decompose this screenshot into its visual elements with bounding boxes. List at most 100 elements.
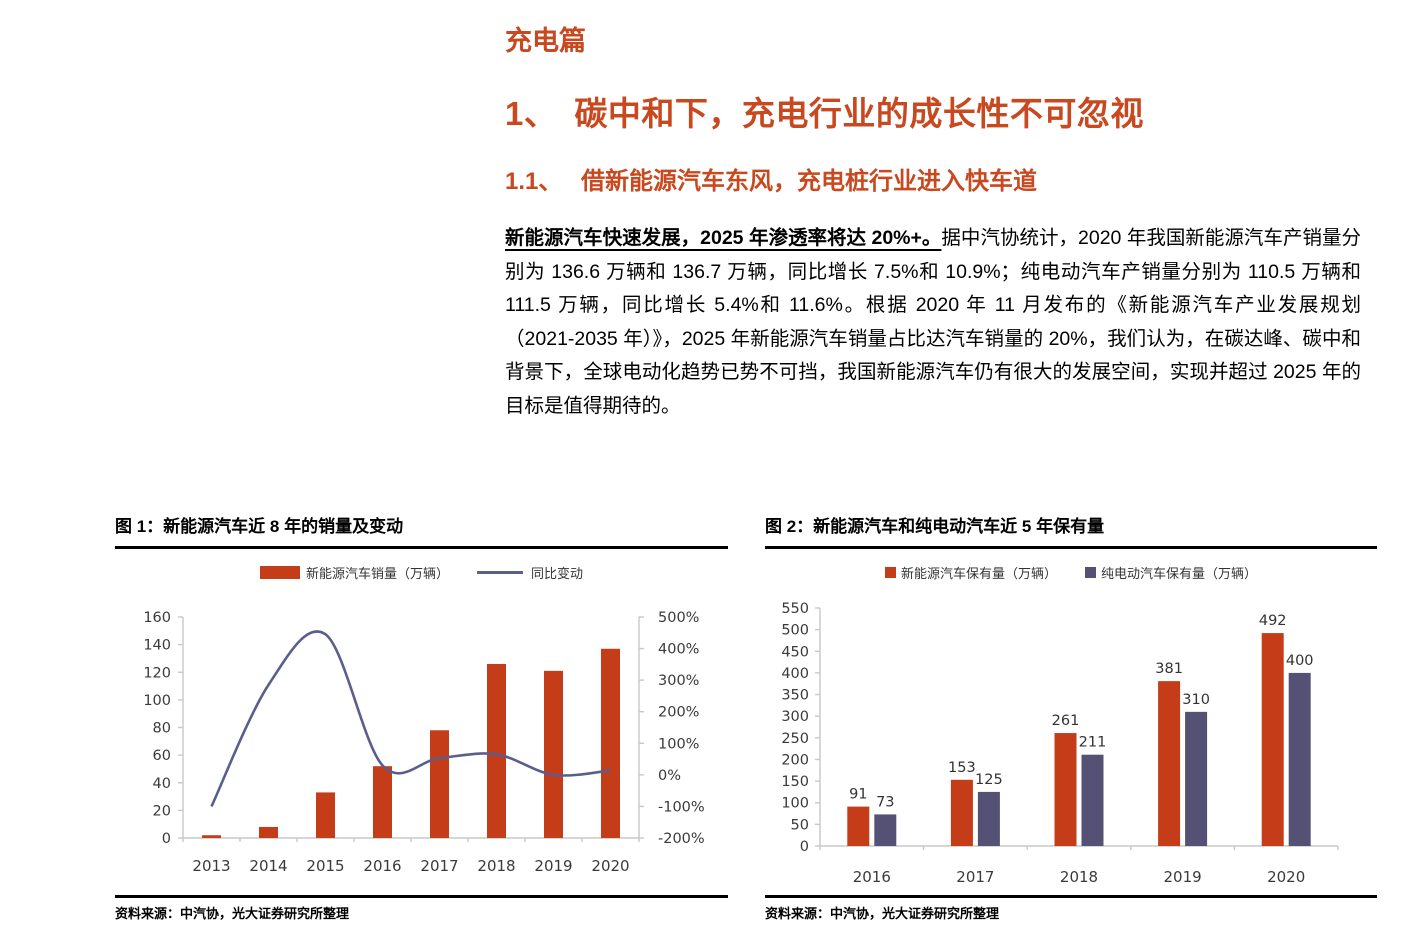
bar-value-label: 73 (876, 794, 894, 810)
y-tick-label-right: 300% (658, 673, 699, 689)
bar-nev-stock (847, 806, 870, 846)
y-tick-label-left: 160 (143, 610, 171, 626)
x-category-label: 2017 (956, 868, 994, 886)
y-tick-label-left: 120 (143, 665, 171, 681)
y-tick-label: 200 (781, 752, 809, 768)
paragraph-lead: 新能源汽车快速发展，2025 年渗透率将达 20%+。 (505, 227, 942, 249)
bar-nev-stock (1261, 633, 1284, 846)
x-category-label: 2017 (420, 857, 458, 875)
y-tick-label-right: -200% (658, 831, 705, 847)
y-tick-label-left: 40 (153, 776, 171, 792)
line-series-label: 同比变动 (531, 565, 584, 581)
yoy-line (210, 630, 611, 807)
y-tick-label: 150 (781, 774, 809, 790)
x-category-label: 2013 (192, 857, 230, 875)
y-tick-label-left: 20 (153, 803, 171, 819)
nev-stock-swatch (884, 566, 896, 578)
bev-stock-label: 纯电动汽车保有量（万辆） (1101, 565, 1258, 581)
bar-nev-stock (1158, 681, 1181, 846)
figure-1: 图 1：新能源汽车近 8 年的销量及变动 新能源汽车销量（万辆） 同比变动 0 2… (115, 516, 728, 922)
nev-stock-label: 新能源汽车保有量（万辆） (900, 565, 1057, 581)
y-tick-label-left: 100 (143, 693, 171, 709)
y-tick-label-right: 500% (658, 610, 699, 626)
x-category-label: 2020 (591, 857, 629, 875)
bar-value-label: 310 (1182, 692, 1210, 708)
legend-item-bev-stock: 纯电动汽车保有量（万辆） (1085, 563, 1257, 582)
x-category-label: 2018 (477, 857, 515, 875)
bar-value-label: 261 (1052, 713, 1080, 729)
y-tick-label: 50 (791, 817, 809, 833)
x-category-label: 2018 (1060, 868, 1098, 886)
y-tick-label-right: 0% (658, 768, 681, 784)
y-tick-label: 550 (781, 601, 809, 617)
bar-value-label: 492 (1259, 613, 1287, 629)
bar-nev-sales (430, 730, 449, 838)
bar-bev-stock (1185, 711, 1208, 846)
bar-nev-sales (544, 670, 563, 838)
legend-item-line-series: 同比变动 (477, 563, 583, 582)
bar-nev-sales (259, 826, 278, 838)
y-tick-label: 400 (781, 666, 809, 682)
y-tick-label-right: 100% (658, 736, 699, 752)
y-tick-label: 100 (781, 796, 809, 812)
bar-bev-stock (1288, 672, 1311, 846)
x-category-label: 2019 (534, 857, 572, 875)
y-tick-label: 250 (781, 731, 809, 747)
y-tick-label: 450 (781, 644, 809, 660)
y-tick-label: 0 (800, 839, 809, 855)
bev-stock-swatch (1085, 566, 1096, 578)
x-category-label: 2016 (363, 857, 401, 875)
bar-value-label: 400 (1286, 653, 1314, 669)
bar-series-label: 新能源汽车销量（万辆） (305, 565, 449, 581)
legend-item-nev-stock: 新能源汽车保有量（万辆） (884, 563, 1057, 582)
bar-nev-stock (1054, 733, 1077, 846)
bar-nev-sales (316, 792, 335, 838)
x-category-label: 2016 (853, 868, 891, 886)
bar-value-label: 125 (975, 772, 1003, 788)
bar-value-label: 381 (1155, 661, 1183, 677)
figure-1-legend: 新能源汽车销量（万辆） 同比变动 (115, 563, 728, 581)
y-tick-label-right: 200% (658, 705, 699, 721)
x-category-label: 2014 (249, 857, 287, 875)
bar-nev-sales (487, 663, 506, 838)
figure-1-source: 资料来源：中汽协，光大证券研究所整理 (115, 895, 728, 922)
figure-2-source: 资料来源：中汽协，光大证券研究所整理 (765, 895, 1377, 922)
y-tick-label: 500 (781, 623, 809, 639)
bar-bev-stock (1081, 754, 1104, 846)
bar-bev-stock (874, 814, 897, 846)
bar-nev-sales (601, 648, 620, 838)
y-tick-label-right: -100% (658, 799, 705, 815)
section-label: 充电篇 (505, 26, 586, 56)
bar-value-label: 211 (1079, 735, 1107, 751)
x-category-label: 2015 (306, 857, 344, 875)
heading-1-1: 1.1、 借新能源汽车东风，充电桩行业进入快车道 (505, 168, 1038, 195)
y-tick-label-left: 80 (153, 721, 171, 737)
figure-1-chart: 0 20 40 60 80 100 120 140 160 -200% -100% 0% 100% 200… (143, 610, 705, 875)
bar-nev-stock (950, 779, 973, 846)
figure-2-title: 图 2：新能源汽车和纯电动汽车近 5 年保有量 (765, 516, 1377, 549)
y-tick-label-left: 0 (162, 831, 171, 847)
figure-2: 图 2：新能源汽车和纯电动汽车近 5 年保有量 新能源汽车保有量（万辆） 纯电动… (765, 516, 1377, 922)
figure-2-legend: 新能源汽车保有量（万辆） 纯电动汽车保有量（万辆） (765, 563, 1377, 581)
bar-bev-stock (977, 791, 1000, 846)
paragraph-body: 据中汽协统计，2020 年我国新能源汽车产销量分别为 136.6 万辆和 136… (505, 227, 1361, 417)
bar-value-label: 153 (948, 760, 976, 776)
x-category-label: 2019 (1164, 868, 1202, 886)
bar-value-label: 91 (849, 787, 867, 803)
line-series-swatch (477, 570, 523, 574)
figure-2-chart: 0 50 100 150 200 250 300 350 400 450 500 550 91 73 201… (781, 601, 1339, 886)
x-category-label: 2020 (1267, 868, 1305, 886)
bar-series-swatch (259, 565, 300, 579)
y-tick-label: 300 (781, 709, 809, 725)
y-tick-label-left: 140 (143, 638, 171, 654)
legend-item-bar-series: 新能源汽车销量（万辆） (259, 563, 449, 582)
y-tick-label-left: 60 (153, 748, 171, 764)
figure-1-title: 图 1：新能源汽车近 8 年的销量及变动 (115, 516, 728, 549)
bar-nev-sales (202, 835, 221, 838)
y-tick-label: 350 (781, 688, 809, 704)
text-column: 充电篇 1、 碳中和下，充电行业的成长性不可忽视 1.1、 借新能源汽车东风，充… (505, 24, 1361, 424)
body-paragraph: 新能源汽车快速发展，2025 年渗透率将达 20%+。据中汽协统计，2020 年… (505, 222, 1361, 424)
heading-1: 1、 碳中和下，充电行业的成长性不可忽视 (505, 95, 1144, 132)
bar-nev-sales (373, 766, 392, 838)
